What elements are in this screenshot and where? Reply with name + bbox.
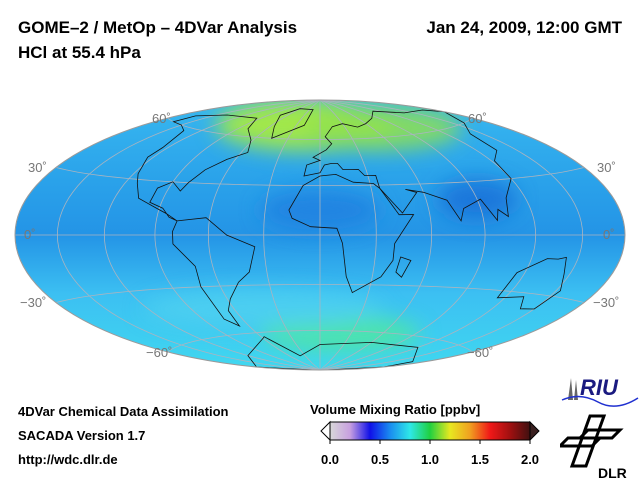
colorbar-title: Volume Mixing Ratio [ppbv]: [310, 402, 481, 417]
map-title: GOME–2 / MetOp – 4DVar Analysis: [18, 18, 298, 37]
svg-text:DLR: DLR: [598, 465, 627, 480]
footer-url[interactable]: http://wdc.dlr.de: [18, 452, 118, 467]
svg-text:RIU: RIU: [580, 375, 619, 400]
coastline-africa: [288, 173, 415, 294]
parallel-line: [167, 117, 473, 140]
coastline-madagascar: [395, 256, 412, 278]
lat-label-eq-right: 0˚: [603, 227, 615, 242]
colorbar-tick: 1.0: [420, 452, 440, 467]
lat-label-60s-right: −60˚: [467, 345, 493, 360]
colorbar-under-arrow: [320, 420, 331, 442]
footer-version: SACADA Version 1.7: [18, 428, 146, 443]
colorbar-gradient: [329, 421, 531, 441]
colorbar-over-arrow: [529, 420, 540, 442]
lat-label-60s-left: −60˚: [146, 345, 172, 360]
lat-label-30s-left: −30˚: [20, 295, 46, 310]
lat-label-60n-left: 60˚: [152, 111, 171, 126]
colorbar: [320, 420, 540, 444]
coastline-australia: [496, 256, 567, 310]
hcl-concentration-patch: [142, 290, 383, 327]
dlr-logo: DLR: [560, 414, 627, 480]
coastline-antarctica: [247, 336, 419, 370]
parallel-line: [55, 284, 585, 303]
colorbar-tick: 1.5: [470, 452, 490, 467]
colorbar-tick: 0.5: [370, 452, 390, 467]
lat-label-30n-left: 30˚: [28, 160, 47, 175]
coastline-south-america: [172, 217, 256, 327]
world-map: 60˚ 60˚ 30˚ 30˚ 0˚ 0˚ −30˚ −30˚ −60˚ −60…: [14, 99, 626, 371]
footer-assimilation: 4DVar Chemical Data Assimilation: [18, 404, 229, 419]
colorbar-tick: 0.0: [320, 452, 340, 467]
map-subtitle: HCl at 55.4 hPa: [18, 43, 141, 62]
map-datetime: Jan 24, 2009, 12:00 GMT: [426, 18, 622, 37]
parallel-line: [167, 330, 473, 353]
hcl-concentration-patch: [301, 106, 462, 151]
colorbar-tick: 2.0: [520, 452, 540, 467]
lat-label-eq-left: 0˚: [24, 227, 36, 242]
logos: RIU DLR: [560, 375, 639, 480]
coastline-greenland: [271, 108, 314, 139]
coastline-eurasia: [303, 109, 512, 222]
riu-logo: RIU: [561, 375, 639, 407]
lat-label-30n-right: 30˚: [597, 160, 616, 175]
coastline-north-america: [136, 114, 258, 222]
lat-label-60n-right: 60˚: [468, 111, 487, 126]
lat-label-30s-right: −30˚: [593, 295, 619, 310]
map-border: [14, 99, 626, 371]
